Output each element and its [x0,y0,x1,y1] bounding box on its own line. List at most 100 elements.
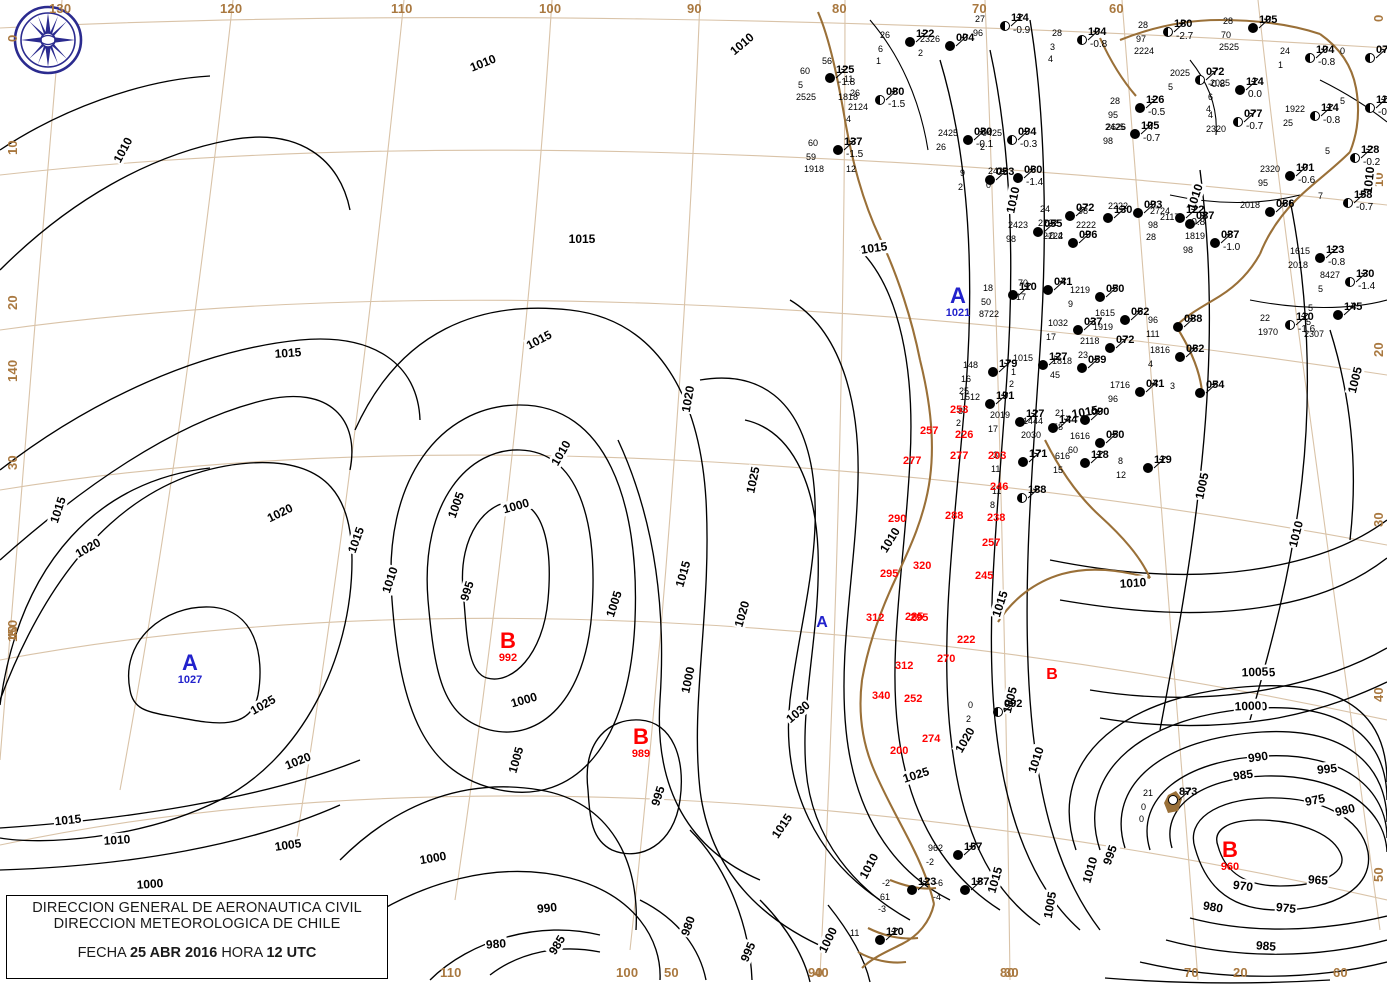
wind-barb-icon [1354,268,1372,286]
station-pressure-tendency: -0.8 [1328,257,1346,268]
station-aux-value: 0 [968,700,974,710]
wind-barb-icon [954,32,972,50]
isobar-label: 1015 [52,811,84,829]
station-cloud-cover-icon [1077,363,1087,373]
pressure-center-high: A 1027 [176,652,204,686]
station-pressure-tendency: -0.8 [1188,217,1206,228]
station-red-value: 312 [895,660,914,672]
pressure-center-symbol: B [633,724,649,749]
wind-barb-icon [1077,229,1095,247]
station-aux-value: 1816 [1150,345,1171,355]
station-cloud-cover-icon [825,73,835,83]
station-cloud-cover-icon [1038,360,1048,370]
station-aux-value: 2307 [1304,329,1325,339]
station-aux-value: 2124 [848,102,869,112]
station-aux-value: 3 [993,450,999,460]
station-aux-value: 17 [988,424,999,434]
station-aux-value: 1615 [1290,246,1311,256]
station-aux-value: 2025 [1210,78,1231,88]
station-aux-value: 0425 [982,128,1003,138]
station-aux-value: 2222 [1038,218,1059,228]
pressure-center-high: A 1021 [944,285,972,319]
station-aux-value: 98 [1006,234,1017,244]
station-pressure-tendency: -0.2 [1363,157,1381,168]
station-red-value: 226 [955,429,974,441]
station-cloud-cover-icon [1195,75,1205,85]
pressure-center-symbol: A [182,650,198,675]
isobars-ridge [699,19,1387,931]
station-cloud-cover-icon [907,885,917,895]
station-aux-value: 1616 [1070,431,1091,441]
station-aux-value: 1 [1011,367,1017,377]
station-pressure-tendency: -0.6 [1298,175,1316,186]
wind-barb-icon [1324,244,1342,262]
station-aux-value: 11 [991,464,1001,474]
wind-barb-icon [1182,313,1200,331]
station-aux-value: 1818 [838,92,859,102]
grid-label: 80 [1000,965,1015,980]
station-aux-value: 2320 [1260,164,1281,174]
station-cloud-cover-icon [1120,315,1130,325]
station-cloud-cover-icon [1095,292,1105,302]
wind-barb-icon [1294,311,1312,329]
grid-label: 60 [1333,965,1348,980]
station-aux-value: 2425 [938,128,959,138]
station-aux-value: 70 [1018,278,1029,288]
station-aux-value: 18 [983,283,994,293]
station-aux-value: 95 [1108,110,1119,120]
wind-barb-icon [1002,698,1020,716]
station-red-value: 222 [957,634,976,646]
station-cloud-cover-icon [1015,417,1025,427]
station-cloud-cover-icon [1365,103,1375,113]
station-aux-value: 25 [959,386,970,396]
station-cloud-cover-icon [1185,219,1195,229]
wind-barb-icon [1204,379,1222,397]
pressure-center-symbol: A [950,283,966,308]
station-cloud-cover-icon [833,145,843,155]
station-cloud-cover-icon [1350,153,1360,163]
station-red-value: 246 [990,481,1009,493]
station-red-value: 203 [988,450,1007,462]
station-cloud-cover-icon [1007,135,1017,145]
station-pressure-tendency: -1.0 [1223,242,1241,253]
station-cloud-cover-icon [1008,290,1018,300]
station-aux-value: 56 [822,56,833,66]
station-cloud-cover-icon [988,367,998,377]
pressure-center-symbol: A [816,614,828,631]
station-aux-value: 8 [1118,456,1124,466]
pressure-center-low: B 960 [1216,839,1244,873]
station-aux-value: 2724 [1150,206,1171,216]
wind-barb-icon [972,126,990,144]
station-cloud-cover-icon [985,175,995,185]
station-cloud-cover-icon [1103,213,1113,223]
station-pressure-tendency: -0.8 [1090,39,1108,50]
station-aux-value: 2018 [1288,260,1309,270]
station-aux-value: 2222 [1043,231,1064,241]
grid-label: 100 [616,965,639,980]
isobar-label: 970 [1231,877,1255,895]
grid-label: 90 [687,1,702,16]
station-cloud-cover-icon [1033,227,1043,237]
wind-barb-icon [1144,94,1162,112]
station-red-value: 277 [950,450,969,462]
station-aux-value: 111 [1146,329,1160,339]
isobar-label: 990 [535,899,559,917]
wind-barb-icon [1112,204,1130,222]
station-aux-value: 962 [928,843,944,853]
station-aux-value: 70 [1221,30,1232,40]
grid-label: 40 [814,965,829,980]
title-block: DIRECCION GENERAL DE AERONAUTICA CIVIL D… [6,895,388,979]
hora-label: HORA [221,945,263,961]
station-red-value: 270 [937,653,956,665]
station-aux-value: 98 [1078,206,1089,216]
wind-barb-icon [1204,66,1222,84]
station-aux-value: 15 [1053,465,1064,475]
station-cloud-cover-icon [1310,111,1320,121]
station-cloud-cover-icon [1043,285,1053,295]
station-aux-value: 26 [880,30,891,40]
grid-label: 10 [5,140,20,155]
station-aux-value: -4 [933,892,942,902]
wind-barb-icon [1086,26,1104,44]
station-aux-value: 58 [1053,422,1064,432]
wind-barb-icon [1194,210,1212,228]
